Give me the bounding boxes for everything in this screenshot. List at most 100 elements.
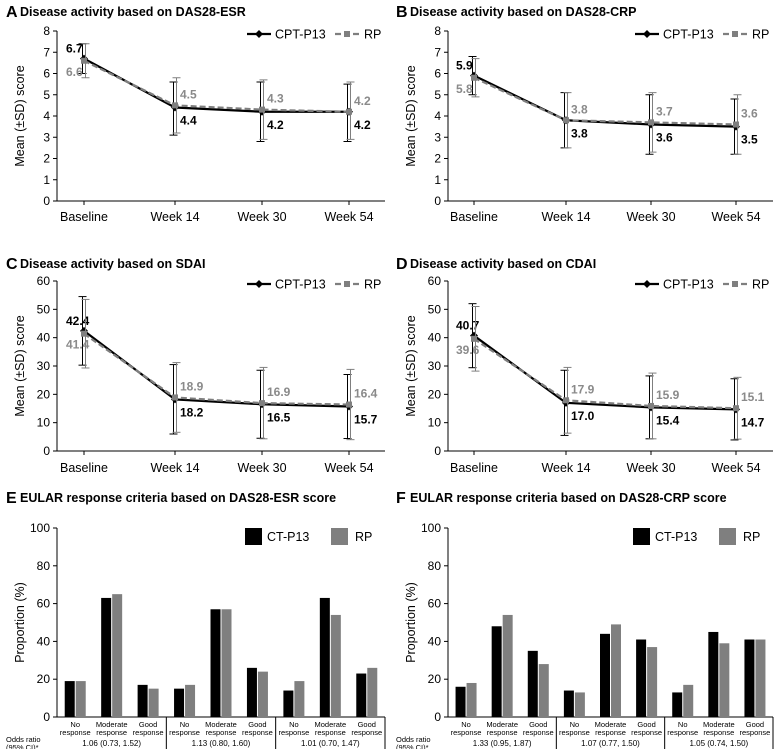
x-tick-label: Week 30 <box>237 461 286 475</box>
series-line-rp <box>83 59 350 113</box>
data-label: 16.4 <box>354 387 378 401</box>
bar-ctp13 <box>491 626 502 717</box>
chart-title: Disease activity based on DAS28-ESR <box>20 5 246 19</box>
x-subcategory-label: Moderate <box>703 720 735 729</box>
bar-rp <box>112 594 123 717</box>
bar-ctp13 <box>744 639 755 717</box>
bar-ctp13 <box>283 690 294 717</box>
data-label: 4.2 <box>354 94 371 108</box>
legend-marker <box>344 281 350 287</box>
data-label: 16.5 <box>267 410 291 424</box>
x-tick-label: Week 30 <box>626 461 675 475</box>
data-label: 4.2 <box>354 118 371 132</box>
y-tick-label: 4 <box>434 109 441 123</box>
bar-rp <box>466 682 477 717</box>
x-subcategory-label: Moderate <box>595 720 627 729</box>
bar-rp <box>502 614 513 717</box>
x-subcategory-label: response <box>242 728 273 737</box>
y-tick-label: 60 <box>428 597 442 611</box>
data-label: 4.2 <box>267 118 284 132</box>
data-point <box>563 397 569 404</box>
x-subcategory-label: response <box>133 728 164 737</box>
data-label: 15.9 <box>656 388 680 402</box>
data-label: 41.4 <box>66 338 90 352</box>
x-subcategory-label: response <box>278 728 309 737</box>
odds-ratio-value: 1.05 (0.74, 1.50) <box>689 739 748 748</box>
odds-ratio-value: 1.13 (0.80, 1.60) <box>192 739 251 748</box>
y-axis-label: Mean (±SD) score <box>13 65 27 166</box>
bar-rp <box>294 681 305 717</box>
y-tick-label: 10 <box>428 416 442 430</box>
x-subcategory-label: No <box>678 720 688 729</box>
y-axis-label: Mean (±SD) score <box>13 315 27 416</box>
x-subcategory-label: response <box>487 728 518 737</box>
data-label: 17.0 <box>571 409 595 423</box>
data-point <box>471 74 477 81</box>
odds-ratio-value: 1.07 (0.77, 1.50) <box>581 739 640 748</box>
x-subcategory-label: Good <box>637 720 655 729</box>
x-tick-label: Week 14 <box>541 461 590 475</box>
legend-label: RP <box>355 530 372 544</box>
legend-label: CPT-P13 <box>275 278 326 292</box>
data-point <box>471 335 477 342</box>
bar-ctp13 <box>455 686 466 717</box>
x-subcategory-label: response <box>60 728 91 737</box>
x-subcategory-label: Good <box>358 720 376 729</box>
x-subcategory-label: response <box>96 728 127 737</box>
chart-title: Disease activity based on CDAI <box>410 257 596 271</box>
y-tick-label: 5 <box>43 88 50 102</box>
legend-label: CPT-P13 <box>663 28 714 42</box>
y-tick-label: 0 <box>434 444 441 458</box>
y-tick-label: 7 <box>43 45 50 59</box>
data-point <box>172 102 178 109</box>
x-tick-label: Week 54 <box>711 461 760 475</box>
y-tick-label: 20 <box>428 387 442 401</box>
y-tick-label: 60 <box>37 597 51 611</box>
data-label: 14.7 <box>741 415 765 429</box>
panel-F: F EULAR response criteria based on DAS28-… <box>396 490 774 749</box>
panel-D: D Disease activity based on CDAI 0 10 20 30 40… <box>396 256 773 475</box>
y-tick-label: 20 <box>428 672 442 686</box>
bar-rp <box>367 667 378 717</box>
y-tick-label: 30 <box>37 359 51 373</box>
bar-ctp13 <box>600 633 610 717</box>
y-tick-label: 30 <box>428 359 442 373</box>
bar-rp <box>221 609 232 717</box>
series-line-rp <box>473 337 737 410</box>
data-point <box>259 400 265 407</box>
y-tick-label: 3 <box>43 130 50 144</box>
bar-rp <box>683 684 694 717</box>
x-subcategory-label: Moderate <box>205 720 237 729</box>
data-label: 4.3 <box>267 92 284 106</box>
data-label: 3.6 <box>656 131 673 145</box>
bar-ctp13 <box>246 667 257 717</box>
y-tick-label: 2 <box>434 152 441 166</box>
bar-ctp13 <box>356 673 367 717</box>
data-point <box>733 405 739 412</box>
data-label: 40.7 <box>456 319 480 333</box>
x-tick-label: Baseline <box>450 461 498 475</box>
chart-title: Disease activity based on DAS28-CRP <box>410 5 636 19</box>
data-label: 39.6 <box>456 343 480 357</box>
x-subcategory-label: response <box>315 728 346 737</box>
bar-rp <box>538 664 549 717</box>
bar-ctp13 <box>64 681 75 717</box>
y-axis-label: Proportion (%) <box>13 582 27 663</box>
legend-label: CT-P13 <box>267 530 309 544</box>
bar-rp <box>330 614 341 717</box>
legend-swatch <box>331 528 348 545</box>
x-tick-label: Week 14 <box>150 210 199 224</box>
bar-rp <box>611 624 621 717</box>
data-label: 3.8 <box>571 102 588 116</box>
x-subcategory-label: response <box>667 728 698 737</box>
chart-title: Disease activity based on SDAI <box>20 257 206 271</box>
y-tick-label: 20 <box>37 387 51 401</box>
y-tick-label: 1 <box>434 173 441 187</box>
y-axis-label: Mean (±SD) score <box>404 65 418 166</box>
x-subcategory-label: response <box>559 728 590 737</box>
bar-ctp13 <box>319 597 330 717</box>
bar-ctp13 <box>708 631 719 717</box>
x-tick-label: Week 30 <box>626 210 675 224</box>
x-tick-label: Week 54 <box>324 210 373 224</box>
y-tick-label: 6 <box>43 67 50 81</box>
